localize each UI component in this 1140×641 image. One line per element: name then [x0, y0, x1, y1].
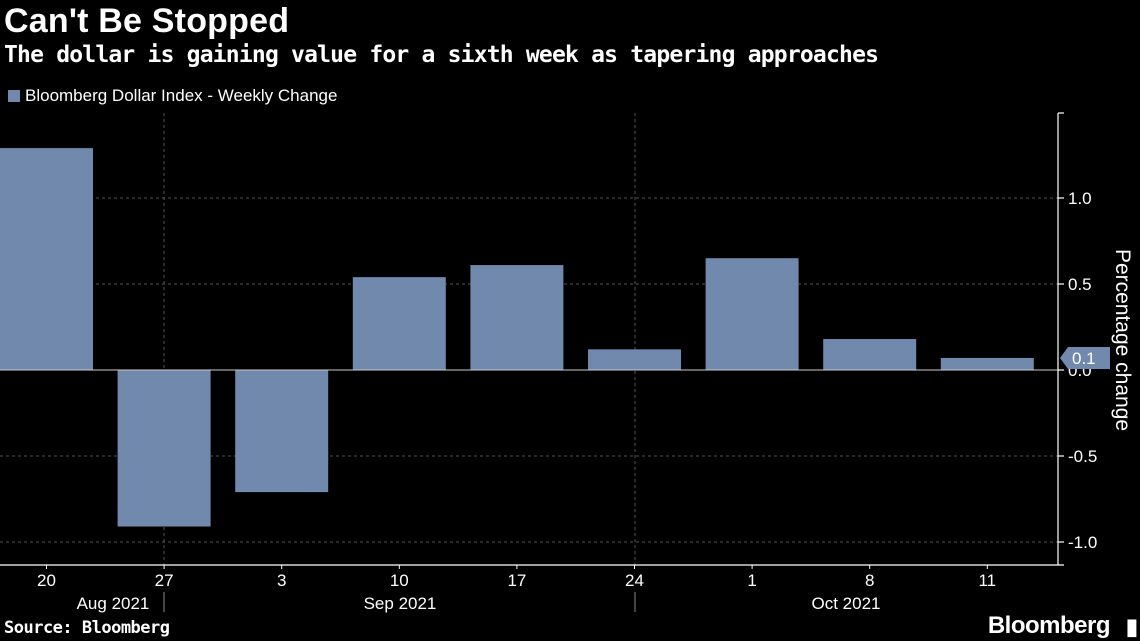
y-tick-label: -1.0: [1068, 533, 1097, 552]
x-tick-label: 20: [37, 571, 56, 590]
last-value-callout: [1060, 346, 1110, 369]
x-tick-label: 3: [277, 571, 286, 590]
legend: Bloomberg Dollar Index - Weekly Change: [8, 86, 337, 106]
bar: [940, 357, 1034, 370]
month-label: Oct 2021: [812, 594, 881, 613]
y-tick-label: 0.5: [1068, 275, 1092, 294]
source-note: Source: Bloomberg: [4, 618, 170, 638]
month-label: Aug 2021: [77, 594, 150, 613]
legend-label: Bloomberg Dollar Index - Weekly Change: [25, 86, 338, 105]
brand-logo: Bloomberg: [987, 612, 1111, 639]
x-tick-label: 1: [747, 571, 756, 590]
y-tick-label: 1.0: [1068, 189, 1092, 208]
bar: [117, 370, 211, 527]
x-tick-label: 10: [390, 571, 409, 590]
month-label: Sep 2021: [364, 594, 437, 613]
bar: [352, 277, 446, 370]
x-tick-label: 11: [978, 571, 996, 590]
x-tick-label: 8: [865, 571, 874, 590]
x-tick-label: 24: [625, 571, 644, 590]
bar: [588, 349, 681, 370]
y-axis-title: Percentage change: [1111, 249, 1134, 431]
chart-title: Can't Be Stopped: [4, 2, 290, 40]
bar: [0, 148, 93, 370]
y-tick-label: -0.5: [1068, 447, 1097, 466]
brand-mark-icon: ▮: [1125, 614, 1138, 639]
chart-subtitle: The dollar is gaining value for a sixth …: [4, 42, 879, 68]
legend-swatch: [8, 90, 20, 102]
bar: [705, 258, 799, 370]
last-value-label: 0.1: [1072, 349, 1096, 368]
bar: [823, 339, 917, 370]
x-tick-label: 27: [155, 571, 174, 590]
bar: [470, 265, 564, 370]
bar: [235, 370, 329, 493]
x-tick-label: 17: [507, 571, 526, 590]
